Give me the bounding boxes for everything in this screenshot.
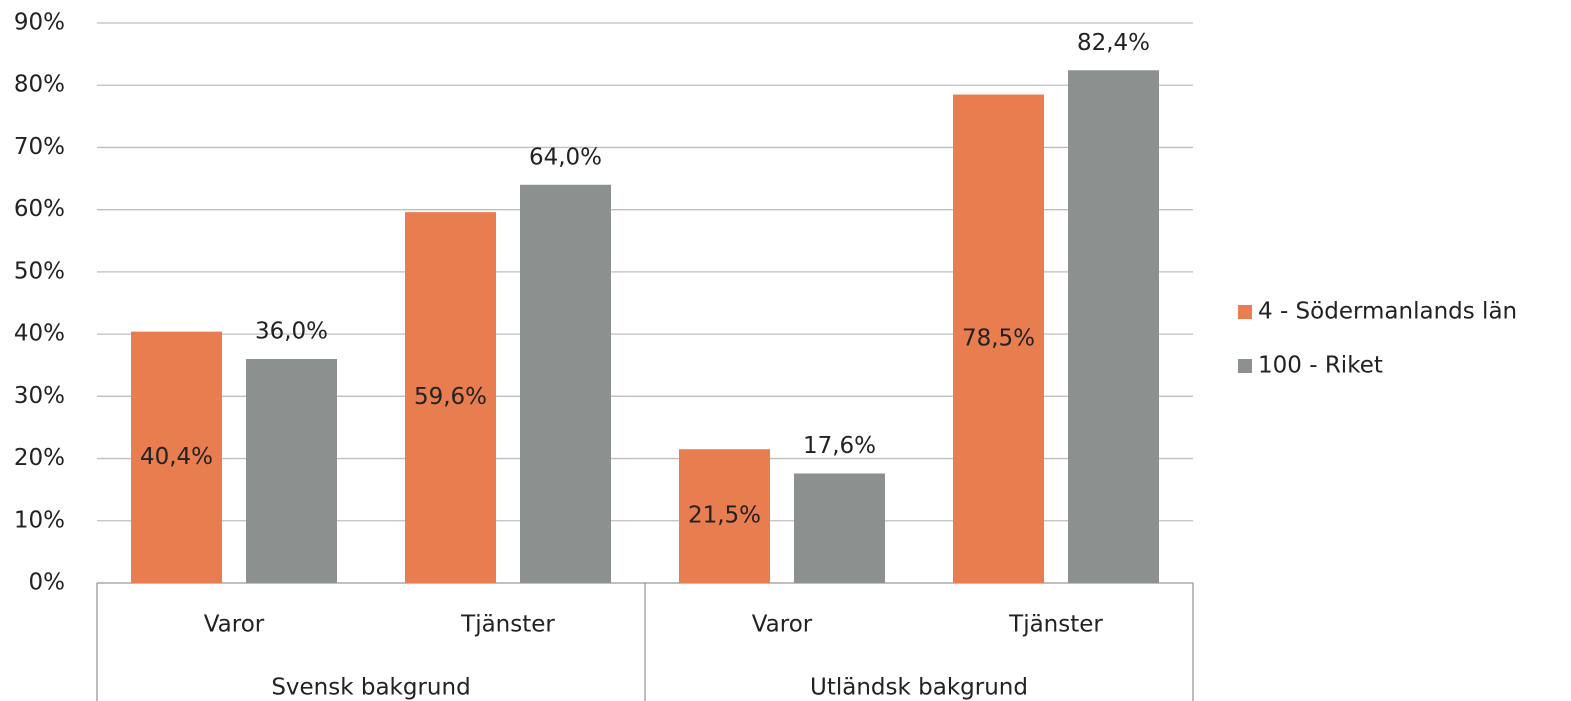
data-label: 78,5% [962,325,1035,351]
legend-label: 4 - Södermanlands län [1258,299,1517,325]
data-label: 82,4% [1077,30,1150,56]
legend-swatch [1238,359,1252,373]
bar [1068,70,1159,584]
x-tick-label: Tjänster [1008,612,1103,638]
y-tick-label: 0% [29,570,66,596]
group-label: Svensk bakgrund [271,675,470,701]
x-tick-label: Varor [204,612,265,638]
y-tick-label: 40% [14,321,65,347]
group-label: Utländsk bakgrund [810,675,1028,701]
bar [794,473,885,583]
data-label: 21,5% [688,503,761,529]
y-tick-label: 70% [14,134,65,160]
y-tick-label: 10% [14,507,65,533]
y-tick-label: 20% [14,445,65,471]
x-tick-label: Tjänster [460,612,555,638]
bar [246,359,337,583]
data-label: 59,6% [414,384,487,410]
bar [131,331,222,583]
data-label: 17,6% [803,433,876,459]
bar [520,184,611,583]
y-tick-label: 30% [14,383,65,409]
legend-swatch [1238,305,1252,319]
bar [679,449,770,583]
data-label: 40,4% [140,444,213,470]
bar [405,212,496,583]
x-tick-label: Varor [752,612,813,638]
bar [953,94,1044,584]
legend-label: 100 - Riket [1258,353,1383,379]
y-tick-label: 60% [14,196,65,222]
y-tick-label: 80% [14,72,65,98]
data-label: 64,0% [529,144,602,170]
data-label: 36,0% [255,319,328,345]
y-tick-label: 90% [14,10,65,36]
y-tick-label: 50% [14,258,65,284]
